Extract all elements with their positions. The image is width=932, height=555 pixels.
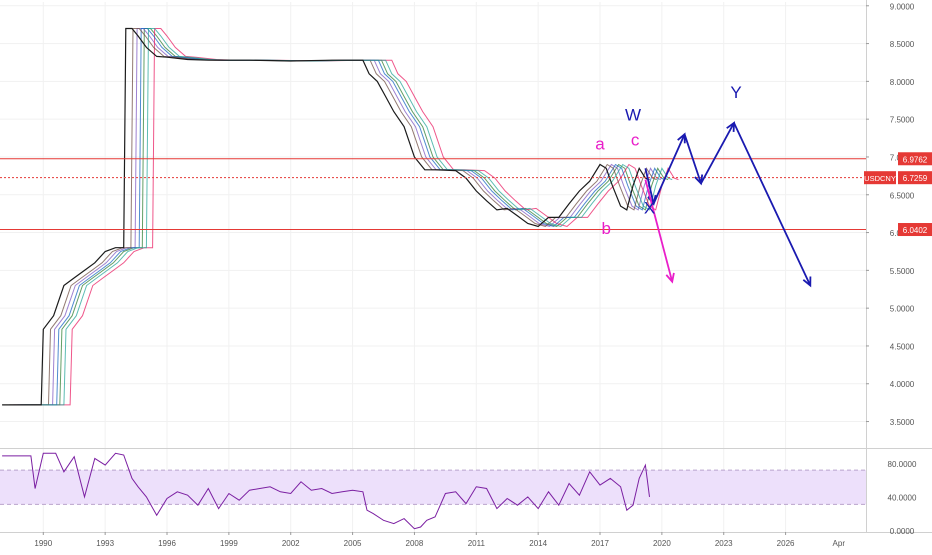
level-label-1: 6.0402 — [903, 226, 928, 235]
level-label-0: 6.9762 — [903, 155, 928, 164]
level-label-box-2 — [898, 171, 932, 185]
overlay-layer: a b cW X Y — [0, 83, 866, 288]
x-tick-label-2: 1996 — [158, 539, 176, 548]
y-tick-label-11: 9.0000 — [890, 2, 915, 11]
y-tick-label-0: 3.5000 — [890, 418, 915, 427]
moving-average-line-1 — [13, 28, 661, 406]
level-label-2: 6.7259 — [903, 174, 928, 183]
y-tick-label-10: 8.5000 — [890, 40, 915, 49]
blue-wxy-path-arrowhead-4 — [726, 121, 735, 132]
magenta-path-arrowhead-1 — [665, 272, 675, 284]
y-tick-label-4: 5.5000 — [890, 267, 915, 276]
x-tick-label-4: 2002 — [282, 539, 300, 548]
moving-average-line-2 — [30, 28, 679, 406]
wave-label-W: W — [625, 106, 641, 125]
symbol-label: USDCNY — [864, 174, 896, 183]
osc-y-tick-label-0: 0.0000 — [890, 527, 915, 536]
y-tick-label-8: 7.5000 — [890, 116, 915, 125]
x-tick-label-10: 2020 — [653, 539, 671, 548]
oscillator-band — [0, 469, 866, 505]
wave-label-c: c — [631, 131, 640, 150]
blue-wxy-path-arrowhead-2 — [677, 132, 686, 144]
x-tick-label-extra: Apr — [833, 539, 846, 548]
oscillator-line — [2, 452, 650, 530]
x-tick-label-5: 2005 — [344, 539, 362, 548]
x-tick-label-11: 2023 — [715, 539, 733, 548]
x-tick-label-1: 1993 — [96, 539, 114, 548]
osc-y-tick-label-1: 40.0000 — [888, 493, 917, 502]
wave-label-a: a — [595, 134, 605, 153]
oscillator-band-fill — [0, 470, 866, 505]
x-tick-label-9: 2017 — [591, 539, 609, 548]
blue-wxy-path-arrowhead-5 — [802, 276, 812, 288]
wave-label-b: b — [601, 219, 610, 238]
y-tick-label-2: 4.5000 — [890, 342, 915, 351]
blue-wxy-path — [644, 122, 812, 286]
y-tick-label-9: 8.0000 — [890, 78, 915, 87]
wave-label-X: X — [644, 199, 655, 218]
grid-lines — [0, 2, 866, 532]
symbol-label-box — [864, 171, 896, 185]
x-tick-label-7: 2011 — [468, 539, 486, 548]
moving-average-line-4 — [9, 28, 657, 406]
x-tick-label-0: 1990 — [34, 539, 52, 548]
osc-y-tick-label-2: 80.0000 — [888, 460, 917, 469]
moving-average-line-5 — [24, 28, 673, 406]
blue-wxy-path-arrowhead-3 — [694, 174, 704, 186]
moving-average-line-3 — [17, 28, 666, 406]
level-label-box-1 — [898, 223, 932, 237]
wave-label-Y: Y — [730, 83, 741, 102]
magenta-path — [644, 179, 674, 282]
y-tick-label-6: 6.5000 — [890, 191, 915, 200]
y-tick-label-3: 5.0000 — [890, 305, 915, 314]
x-tick-label-8: 2014 — [529, 539, 547, 548]
level-label-box-0 — [898, 152, 932, 166]
y-tick-label-1: 4.0000 — [890, 380, 915, 389]
price-series-line — [2, 27, 650, 406]
series-layer — [2, 27, 679, 530]
x-tick-label-6: 2008 — [406, 539, 424, 548]
x-tick-label-12: 2026 — [777, 539, 795, 548]
x-tick-label-3: 1999 — [220, 539, 238, 548]
